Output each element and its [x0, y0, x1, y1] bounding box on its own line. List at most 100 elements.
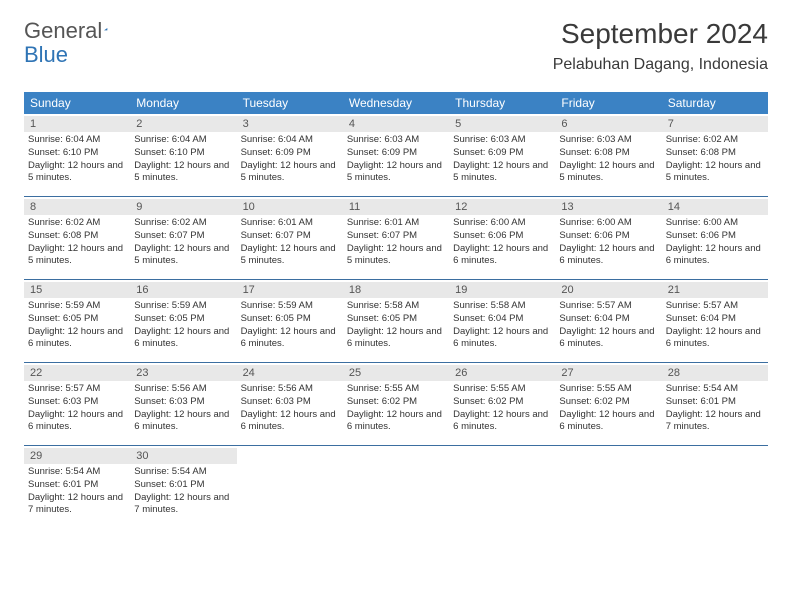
week-row: 29Sunrise: 5:54 AMSunset: 6:01 PMDayligh… [24, 446, 768, 528]
day-cell: 23 Sunrise: 5:56 AMSunset: 6:03 PMDayligh… [130, 363, 236, 445]
day-cell: 6 Sunrise: 6:03 AMSunset: 6:08 PMDaylight… [555, 114, 661, 196]
day-cell [555, 446, 661, 528]
day-number: 16 [130, 282, 236, 298]
day-cell: 22 Sunrise: 5:57 AMSunset: 6:03 PMDayligh… [24, 363, 130, 445]
day-number: 12 [449, 199, 555, 215]
day-number: 15 [24, 282, 130, 298]
logo-triangle-icon [104, 21, 107, 37]
day-cell: 14 Sunrise: 6:00 AMSunset: 6:06 PMDayligh… [662, 197, 768, 279]
day-number: 3 [237, 116, 343, 132]
title-block: September 2024 Pelabuhan Dagang, Indones… [553, 18, 768, 74]
day-number: 30 [130, 448, 236, 464]
day-number: 7 [662, 116, 768, 132]
day-info: Sunrise: 5:57 AMSunset: 6:04 PMDaylight:… [666, 300, 764, 351]
day-number: 5 [449, 116, 555, 132]
day-info: Sunrise: 5:55 AMSunset: 6:02 PMDaylight:… [347, 383, 445, 434]
day-info: Sunrise: 6:01 AMSunset: 6:07 PMDaylight:… [241, 217, 339, 268]
logo-text-general: General [24, 18, 102, 44]
day-cell: 17Sunrise: 5:59 AMSunset: 6:05 PMDayligh… [237, 280, 343, 362]
day-header-mon: Monday [130, 92, 236, 114]
day-number: 11 [343, 199, 449, 215]
logo-text-blue: Blue [24, 42, 68, 68]
day-number: 14 [662, 199, 768, 215]
day-info: Sunrise: 6:02 AMSunset: 6:07 PMDaylight:… [134, 217, 232, 268]
day-info: Sunrise: 5:55 AMSunset: 6:02 PMDaylight:… [453, 383, 551, 434]
day-cell: 26 Sunrise: 5:55 AMSunset: 6:02 PMDayligh… [449, 363, 555, 445]
calendar: Sunday Monday Tuesday Wednesday Thursday… [24, 92, 768, 528]
day-info: Sunrise: 6:04 AMSunset: 6:10 PMDaylight:… [134, 134, 232, 185]
day-header-wed: Wednesday [343, 92, 449, 114]
day-number: 22 [24, 365, 130, 381]
day-cell [237, 446, 343, 528]
day-number: 24 [237, 365, 343, 381]
day-cell: 16 Sunrise: 5:59 AMSunset: 6:05 PMDayligh… [130, 280, 236, 362]
week-row: 22 Sunrise: 5:57 AMSunset: 6:03 PMDayligh… [24, 363, 768, 446]
day-number: 21 [662, 282, 768, 298]
day-cell: 12 Sunrise: 6:00 AMSunset: 6:06 PMDayligh… [449, 197, 555, 279]
day-cell: 3 Sunrise: 6:04 AMSunset: 6:09 PMDaylight… [237, 114, 343, 196]
month-title: September 2024 [553, 18, 768, 50]
day-info: Sunrise: 6:03 AMSunset: 6:09 PMDaylight:… [453, 134, 551, 185]
day-cell: 10 Sunrise: 6:01 AMSunset: 6:07 PMDayligh… [237, 197, 343, 279]
day-info: Sunrise: 6:00 AMSunset: 6:06 PMDaylight:… [453, 217, 551, 268]
week-row: 1Sunrise: 6:04 AMSunset: 6:10 PMDaylight… [24, 114, 768, 197]
day-number: 27 [555, 365, 661, 381]
day-number: 9 [130, 199, 236, 215]
day-number: 2 [130, 116, 236, 132]
day-cell: 5 Sunrise: 6:03 AMSunset: 6:09 PMDaylight… [449, 114, 555, 196]
day-info: Sunrise: 5:59 AMSunset: 6:05 PMDaylight:… [28, 300, 126, 351]
day-cell: 21 Sunrise: 5:57 AMSunset: 6:04 PMDayligh… [662, 280, 768, 362]
day-header-sun: Sunday [24, 92, 130, 114]
day-header-sat: Saturday [662, 92, 768, 114]
day-info: Sunrise: 5:55 AMSunset: 6:02 PMDaylight:… [559, 383, 657, 434]
day-info: Sunrise: 6:04 AMSunset: 6:09 PMDaylight:… [241, 134, 339, 185]
day-number: 17 [237, 282, 343, 298]
day-info: Sunrise: 6:04 AMSunset: 6:10 PMDaylight:… [28, 134, 126, 185]
day-cell: 29Sunrise: 5:54 AMSunset: 6:01 PMDayligh… [24, 446, 130, 528]
day-number: 8 [24, 199, 130, 215]
day-cell: 4 Sunrise: 6:03 AMSunset: 6:09 PMDaylight… [343, 114, 449, 196]
day-number: 25 [343, 365, 449, 381]
day-number: 26 [449, 365, 555, 381]
day-cell [449, 446, 555, 528]
day-cell: 20Sunrise: 5:57 AMSunset: 6:04 PMDayligh… [555, 280, 661, 362]
day-header-thu: Thursday [449, 92, 555, 114]
day-cell: 25 Sunrise: 5:55 AMSunset: 6:02 PMDayligh… [343, 363, 449, 445]
day-cell: 1Sunrise: 6:04 AMSunset: 6:10 PMDaylight… [24, 114, 130, 196]
day-info: Sunrise: 5:57 AMSunset: 6:03 PMDaylight:… [28, 383, 126, 434]
day-cell: 7 Sunrise: 6:02 AMSunset: 6:08 PMDaylight… [662, 114, 768, 196]
day-info: Sunrise: 5:56 AMSunset: 6:03 PMDaylight:… [134, 383, 232, 434]
day-cell: 30Sunrise: 5:54 AMSunset: 6:01 PMDayligh… [130, 446, 236, 528]
location: Pelabuhan Dagang, Indonesia [553, 56, 768, 74]
header: General September 2024 Pelabuhan Dagang,… [0, 0, 792, 80]
day-cell: 24 Sunrise: 5:56 AMSunset: 6:03 PMDayligh… [237, 363, 343, 445]
day-cell: 15 Sunrise: 5:59 AMSunset: 6:05 PMDayligh… [24, 280, 130, 362]
day-number: 20 [555, 282, 661, 298]
day-header-tue: Tuesday [237, 92, 343, 114]
day-cell: 2 Sunrise: 6:04 AMSunset: 6:10 PMDaylight… [130, 114, 236, 196]
day-info: Sunrise: 5:54 AMSunset: 6:01 PMDaylight:… [28, 466, 126, 517]
day-number: 10 [237, 199, 343, 215]
day-number: 4 [343, 116, 449, 132]
day-info: Sunrise: 6:03 AMSunset: 6:09 PMDaylight:… [347, 134, 445, 185]
day-number: 6 [555, 116, 661, 132]
day-cell [343, 446, 449, 528]
day-info: Sunrise: 5:59 AMSunset: 6:05 PMDaylight:… [134, 300, 232, 351]
day-info: Sunrise: 5:56 AMSunset: 6:03 PMDaylight:… [241, 383, 339, 434]
day-header-fri: Friday [555, 92, 661, 114]
day-info: Sunrise: 5:58 AMSunset: 6:04 PMDaylight:… [453, 300, 551, 351]
day-cell: 28Sunrise: 5:54 AMSunset: 6:01 PMDayligh… [662, 363, 768, 445]
day-number: 18 [343, 282, 449, 298]
day-info: Sunrise: 6:02 AMSunset: 6:08 PMDaylight:… [666, 134, 764, 185]
day-cell: 19 Sunrise: 5:58 AMSunset: 6:04 PMDayligh… [449, 280, 555, 362]
day-info: Sunrise: 6:00 AMSunset: 6:06 PMDaylight:… [666, 217, 764, 268]
day-info: Sunrise: 5:58 AMSunset: 6:05 PMDaylight:… [347, 300, 445, 351]
week-row: 8Sunrise: 6:02 AMSunset: 6:08 PMDaylight… [24, 197, 768, 280]
day-number: 19 [449, 282, 555, 298]
day-info: Sunrise: 6:03 AMSunset: 6:08 PMDaylight:… [559, 134, 657, 185]
day-cell: 8Sunrise: 6:02 AMSunset: 6:08 PMDaylight… [24, 197, 130, 279]
day-info: Sunrise: 6:00 AMSunset: 6:06 PMDaylight:… [559, 217, 657, 268]
day-cell: 18 Sunrise: 5:58 AMSunset: 6:05 PMDayligh… [343, 280, 449, 362]
day-number: 23 [130, 365, 236, 381]
day-info: Sunrise: 6:01 AMSunset: 6:07 PMDaylight:… [347, 217, 445, 268]
